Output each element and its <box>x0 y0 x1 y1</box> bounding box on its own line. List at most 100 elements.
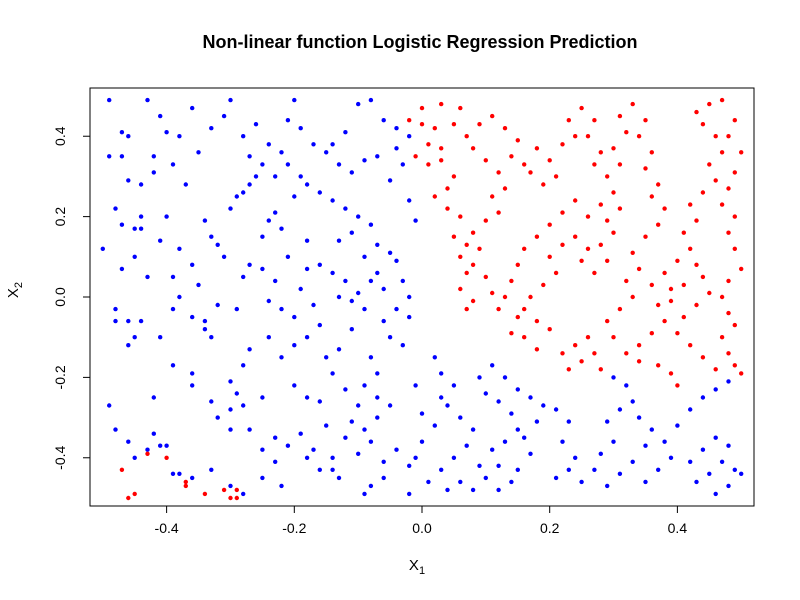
red-point <box>707 101 712 107</box>
red-point <box>617 306 623 312</box>
red-point <box>496 210 501 215</box>
red-point <box>451 234 457 239</box>
blue-point <box>387 335 393 340</box>
chart-title: Non-linear function Logistic Regression … <box>202 32 637 52</box>
blue-point <box>534 419 540 424</box>
blue-point <box>432 355 437 360</box>
blue-point <box>234 391 239 396</box>
red-point <box>675 383 680 388</box>
red-point <box>605 258 610 263</box>
blue-point <box>477 463 482 468</box>
blue-point <box>726 483 731 489</box>
blue-point <box>126 178 131 183</box>
red-point <box>700 190 706 195</box>
blue-point <box>132 254 137 259</box>
red-point <box>585 246 591 251</box>
blue-point <box>496 463 501 468</box>
blue-point <box>279 355 284 360</box>
blue-point <box>400 343 405 348</box>
blue-point <box>343 130 348 135</box>
red-point <box>649 194 654 199</box>
red-point <box>426 142 431 147</box>
blue-point <box>330 371 335 376</box>
blue-point <box>158 443 163 448</box>
red-point <box>483 274 488 280</box>
blue-point <box>330 455 335 460</box>
blue-point <box>228 97 233 103</box>
blue-point <box>292 194 297 199</box>
blue-point <box>394 447 399 452</box>
blue-point <box>253 174 259 179</box>
blue-point <box>387 403 393 408</box>
red-point <box>451 174 457 179</box>
red-point <box>732 170 737 175</box>
blue-point <box>132 226 137 231</box>
red-point <box>573 234 578 239</box>
red-point <box>700 274 706 280</box>
red-point <box>617 162 623 167</box>
red-point <box>656 363 661 368</box>
red-point <box>688 343 693 348</box>
blue-point <box>413 455 418 460</box>
blue-point <box>573 455 578 460</box>
y-tick-label: -0.2 <box>52 365 68 389</box>
blue-point <box>158 238 163 243</box>
blue-point <box>439 467 444 472</box>
blue-point <box>713 491 718 497</box>
red-point <box>598 202 603 207</box>
red-point <box>560 142 565 147</box>
blue-point <box>630 399 635 404</box>
red-point <box>624 351 629 356</box>
y-tick-label: 0.4 <box>52 126 68 146</box>
blue-point <box>177 294 182 300</box>
red-point <box>630 294 635 300</box>
blue-point <box>343 387 348 392</box>
red-point <box>439 101 444 107</box>
blue-point <box>324 423 329 428</box>
blue-point <box>407 463 412 468</box>
blue-point <box>177 246 182 251</box>
red-point <box>617 206 623 211</box>
blue-point <box>356 214 361 219</box>
red-point <box>624 130 629 135</box>
blue-point <box>317 467 322 472</box>
red-point <box>119 467 125 472</box>
blue-point <box>330 270 335 276</box>
red-point <box>470 298 476 304</box>
blue-point <box>273 278 278 284</box>
x-tick-label: -0.2 <box>282 520 306 536</box>
red-point <box>547 222 552 227</box>
red-point <box>662 206 667 211</box>
blue-point <box>247 262 252 267</box>
red-point <box>515 314 520 320</box>
blue-point <box>502 375 508 380</box>
blue-point <box>336 162 342 167</box>
red-point <box>432 126 437 131</box>
red-point <box>585 134 591 139</box>
blue-point <box>228 427 233 432</box>
blue-point <box>349 230 354 235</box>
blue-point <box>215 242 220 247</box>
red-point <box>509 278 514 284</box>
blue-point <box>190 475 195 481</box>
blue-point <box>304 455 310 460</box>
blue-point <box>228 206 233 211</box>
red-point <box>592 270 597 276</box>
blue-point <box>349 327 354 332</box>
red-point <box>541 182 546 187</box>
blue-point <box>190 262 195 267</box>
red-point <box>426 162 431 167</box>
red-point <box>528 170 533 175</box>
red-point <box>585 214 591 219</box>
red-point <box>694 262 699 267</box>
y-tick-label: 0.0 <box>52 287 68 307</box>
blue-point <box>228 379 233 384</box>
x-tick-label: 0.4 <box>668 520 688 536</box>
blue-point <box>368 278 374 284</box>
red-point <box>592 118 597 123</box>
blue-point <box>273 435 278 440</box>
blue-point <box>694 479 699 485</box>
red-point <box>649 150 654 155</box>
red-point <box>458 286 463 292</box>
red-point <box>522 306 527 312</box>
